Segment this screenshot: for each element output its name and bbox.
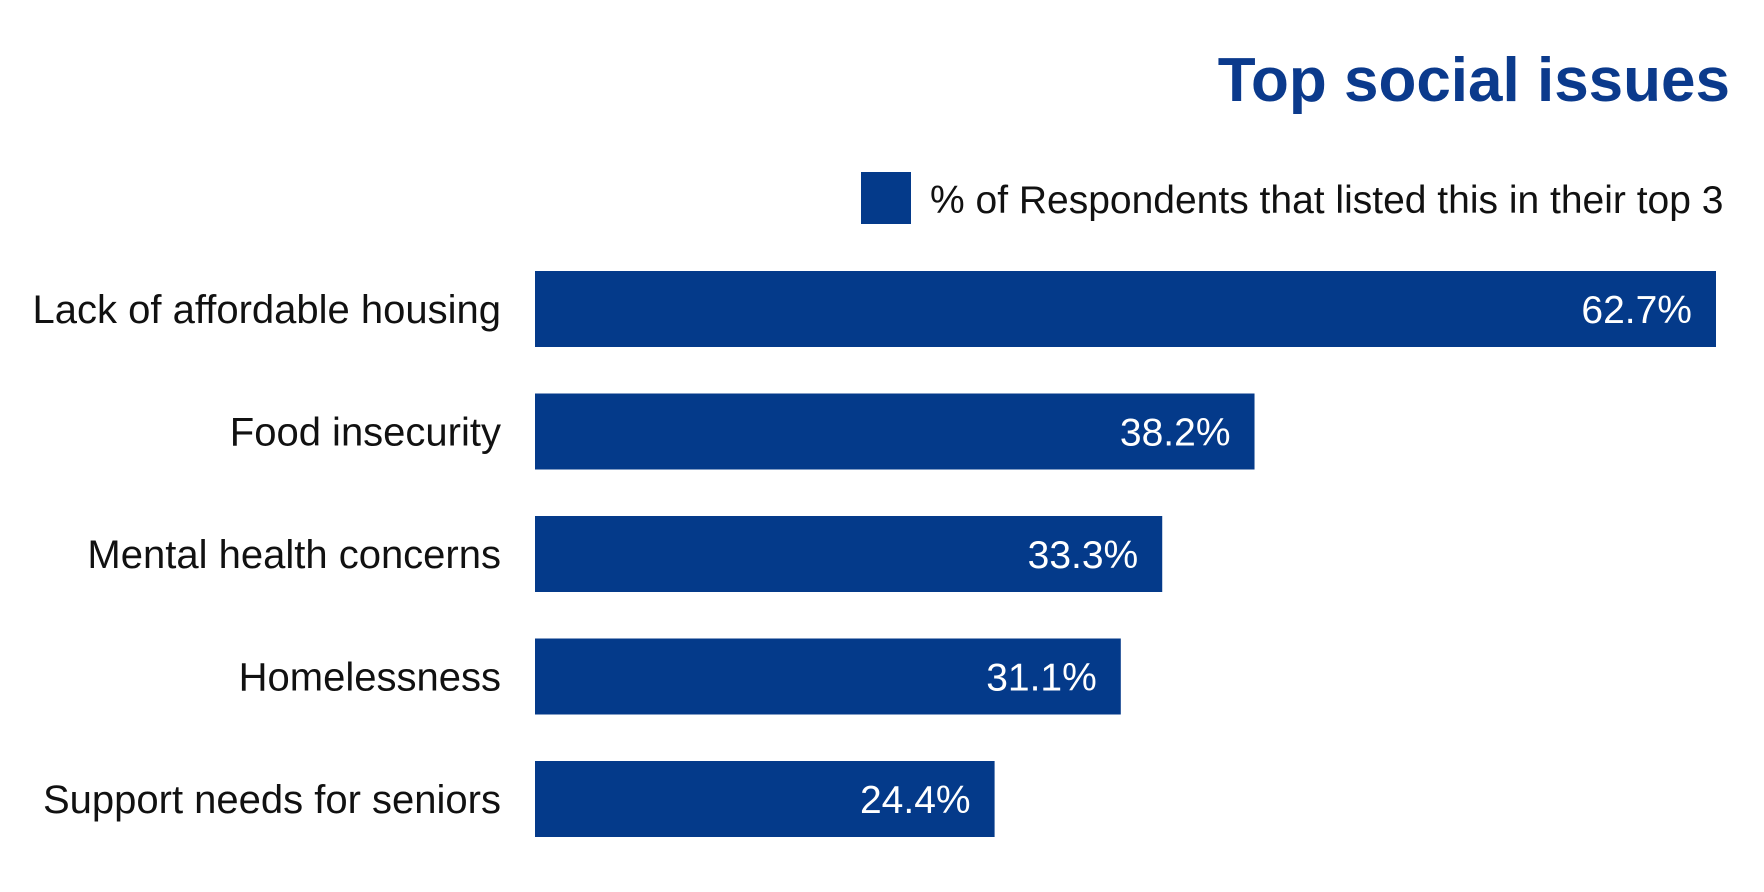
bars-group: [535, 271, 1716, 837]
category-label: Food insecurity: [230, 411, 501, 455]
bar: [535, 638, 1121, 715]
data-label: 38.2%: [1120, 412, 1231, 455]
chart-title: Top social issues: [1218, 46, 1730, 115]
category-label: Lack of affordable housing: [33, 288, 502, 332]
data-label: 33.3%: [1028, 534, 1139, 577]
category-label: Mental health concerns: [87, 533, 501, 577]
category-labels: Lack of affordable housing Food insecurit…: [33, 288, 502, 822]
category-label: Support needs for seniors: [43, 778, 501, 822]
data-label: 31.1%: [986, 657, 1097, 700]
bar: [535, 393, 1255, 470]
data-label: 62.7%: [1581, 289, 1692, 332]
legend-swatch: [861, 172, 911, 224]
value-labels: 62.7% 38.2% 33.3% 31.1% 24.4%: [860, 289, 1692, 822]
bar: [535, 516, 1163, 592]
legend-label: % of Respondents that listed this in the…: [930, 179, 1723, 222]
category-label: Homelessness: [239, 656, 501, 700]
bar: [535, 761, 995, 837]
bar: [535, 271, 1716, 347]
data-label: 24.4%: [860, 779, 971, 822]
legend: % of Respondents that listed this in the…: [861, 172, 1723, 224]
